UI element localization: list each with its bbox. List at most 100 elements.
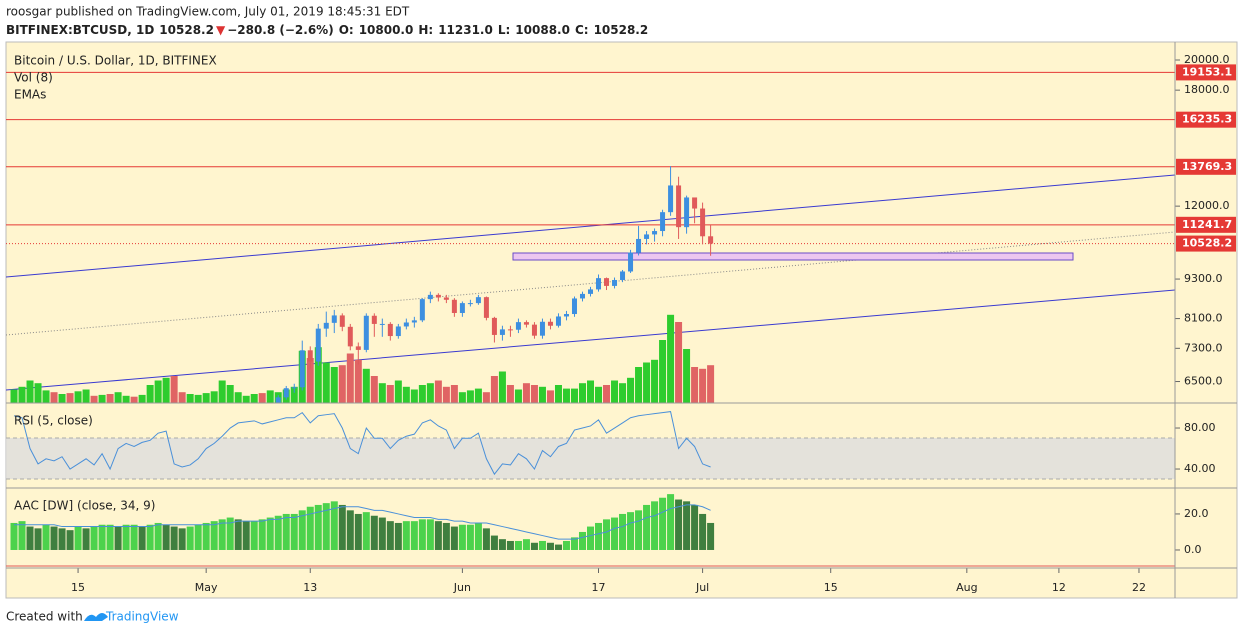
aac-bar — [619, 513, 627, 550]
aac-bar — [234, 519, 242, 550]
candle-body — [636, 238, 642, 253]
candle-body — [275, 397, 281, 403]
volume-bar — [683, 349, 691, 403]
aac-bar — [418, 519, 426, 550]
pane-subtitle: Vol (8) — [14, 71, 53, 85]
volume-bar — [394, 380, 402, 403]
candle-body — [491, 317, 497, 335]
volume-bar — [122, 395, 130, 403]
volume-bar — [386, 385, 394, 403]
candle-body — [347, 326, 353, 347]
aac-bar — [458, 524, 466, 550]
y-tick-label: 8100.0 — [1184, 312, 1223, 325]
volume-bar — [643, 362, 651, 403]
aac-bar — [210, 521, 218, 550]
aac-bar — [546, 542, 554, 550]
volume-bar — [506, 385, 514, 403]
aac-bar — [10, 522, 18, 550]
candle-body — [355, 346, 361, 350]
candle-body — [547, 321, 553, 326]
candle-body — [387, 323, 393, 337]
chart-area — [5, 41, 1238, 599]
candle-body — [668, 185, 674, 213]
aac-signal — [14, 504, 711, 540]
volume-bar — [522, 383, 530, 403]
aac-bar — [202, 522, 210, 550]
axes: 6500.0 7300.0 8100.0 9300.0 12000.0 18000.0 20… — [71, 53, 1236, 594]
volume-bar — [538, 386, 546, 403]
volume-bar — [202, 393, 210, 403]
y-tick-label: 6500.0 — [1184, 375, 1223, 388]
aac-bar — [122, 524, 130, 550]
volume-bar — [306, 358, 314, 403]
volume-bar — [114, 392, 122, 403]
level-tag — [1176, 64, 1236, 81]
volume-bar — [418, 385, 426, 403]
legend-item: 10800.0 — [359, 23, 414, 37]
aac-tick-label: 20.0 — [1184, 507, 1209, 520]
aac-bar — [258, 519, 266, 550]
rsi-title: RSI (5, close) — [14, 414, 93, 428]
aac-bar — [322, 503, 330, 550]
aac-bar — [683, 501, 691, 550]
aac-bar — [587, 526, 594, 550]
rsi-tick-label: 40.00 — [1184, 462, 1216, 475]
aac-bar — [522, 539, 530, 550]
volume-bar — [330, 367, 338, 403]
candle-body — [475, 297, 481, 304]
volume-bar — [74, 391, 82, 403]
volume-bar — [162, 377, 170, 403]
candle-body — [507, 329, 513, 331]
x-tick-label: 13 — [303, 581, 317, 594]
aac-bar — [498, 539, 506, 550]
level-tag — [1176, 235, 1236, 252]
rsi-tick-label: 80.00 — [1184, 421, 1216, 434]
aac-bar — [611, 517, 619, 550]
volume-bar — [266, 390, 274, 403]
volume-bar — [498, 371, 506, 403]
candle-body — [612, 279, 618, 286]
y-tick-label: 18000.0 — [1184, 83, 1230, 96]
candle-body — [427, 294, 433, 300]
volume-bar — [98, 394, 106, 403]
candle-body — [419, 299, 425, 321]
aac-bar — [691, 504, 699, 550]
volume-bar — [338, 365, 346, 403]
candle-body — [676, 185, 682, 228]
symbol-legend: BITFINEX:BTCUSD, 1D 10528.2 ▼ −280.8 (−2.6%… — [6, 23, 648, 37]
aac-bar — [90, 526, 98, 550]
aac-bar — [514, 540, 522, 550]
legend-item: −280.8 (−2.6%) — [227, 23, 334, 37]
volume-bar — [587, 380, 594, 403]
volume-bar — [242, 395, 250, 403]
aac-bar — [402, 521, 410, 550]
volume-bar — [659, 340, 667, 403]
level-label: 19153.1 — [1182, 65, 1232, 78]
aac-bar — [530, 542, 538, 550]
pane-title: Bitcoin / U.S. Dollar, 1D, BITFINEX — [14, 54, 217, 68]
trend-upper — [6, 174, 1175, 278]
volume-bar — [474, 388, 482, 403]
aac-bar — [306, 506, 314, 550]
aac-bar — [138, 526, 146, 550]
aac-bar — [130, 524, 138, 550]
volume-bar — [138, 394, 146, 403]
legend-item: H: — [418, 23, 433, 37]
aac-bar — [290, 513, 298, 550]
volume-bar — [210, 391, 218, 403]
volume-bar — [426, 383, 434, 403]
level-label: 11241.7 — [1182, 218, 1232, 231]
aac-bar — [562, 540, 570, 550]
volume-bar — [130, 396, 138, 403]
volume-bar — [378, 383, 386, 403]
trend-lower — [6, 289, 1175, 391]
aac-bar — [474, 522, 482, 550]
aac-pane — [10, 494, 715, 550]
volume-bar — [627, 377, 635, 403]
candle-body — [539, 321, 545, 336]
volume-bar — [651, 359, 659, 403]
volume-bar — [82, 389, 90, 403]
candle-body — [283, 388, 289, 398]
x-tick-label: May — [195, 581, 218, 594]
aac-bar — [58, 528, 66, 550]
